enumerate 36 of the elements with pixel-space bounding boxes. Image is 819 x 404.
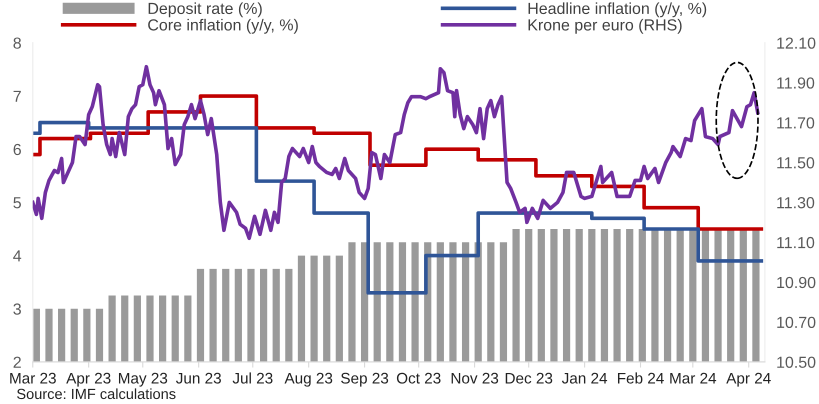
y2-tick-label: 10.70: [777, 316, 816, 328]
y2-tick-label: 10.90: [777, 276, 816, 288]
y-tick-label: 7: [14, 90, 21, 102]
x-tick-label: Dec 23: [506, 372, 552, 384]
y-tick-label: 5: [13, 197, 21, 208]
y2-tick-label: 12.10: [777, 37, 816, 49]
x-tick-label: Jun 23: [176, 372, 221, 384]
legend-label: Deposit rate (%): [148, 2, 262, 18]
y-tick-label: 3: [13, 303, 21, 315]
y2-tick-label: 11.90: [777, 77, 814, 89]
y2-tick-label: 11.10: [777, 236, 814, 248]
y2-tick-label: 10.50: [777, 356, 816, 368]
y2-tick-label: 11.50: [777, 157, 814, 168]
y2-tick-label: 11.70: [777, 117, 814, 129]
x-tick-label: Apr 24: [726, 372, 771, 387]
y2-tick-label: 11.30: [777, 197, 814, 208]
x-tick-label: Oct 23: [396, 372, 441, 384]
y-tick-label: 2: [14, 356, 21, 368]
source-note: Source: IMF calculations: [17, 388, 176, 400]
x-tick-label: Mar 23: [10, 372, 56, 384]
x-tick-label: Jan 24: [562, 372, 608, 384]
x-tick-label: Mar 24: [670, 372, 716, 384]
y-tick-label: 8: [13, 37, 21, 49]
x-tick-label: Apr 23: [66, 372, 110, 387]
x-tick-label: Nov 23: [452, 372, 498, 384]
legend-label: Headline inflation (y/y, %): [528, 2, 706, 18]
x-tick-label: Jul 23: [232, 372, 272, 384]
y-tick-label: 6: [14, 144, 21, 156]
x-tick-label: May 23: [118, 372, 168, 387]
legend-label: Core inflation (y/y, %): [148, 18, 298, 34]
legend-label: Krone per euro (RHS): [528, 18, 682, 34]
x-tick-label: Aug 23: [284, 372, 332, 387]
x-tick-label: Feb 24: [618, 372, 664, 384]
y-tick-label: 4: [13, 250, 22, 262]
line-series: [32, 64, 760, 240]
x-tick-label: Sep 23: [341, 372, 388, 387]
